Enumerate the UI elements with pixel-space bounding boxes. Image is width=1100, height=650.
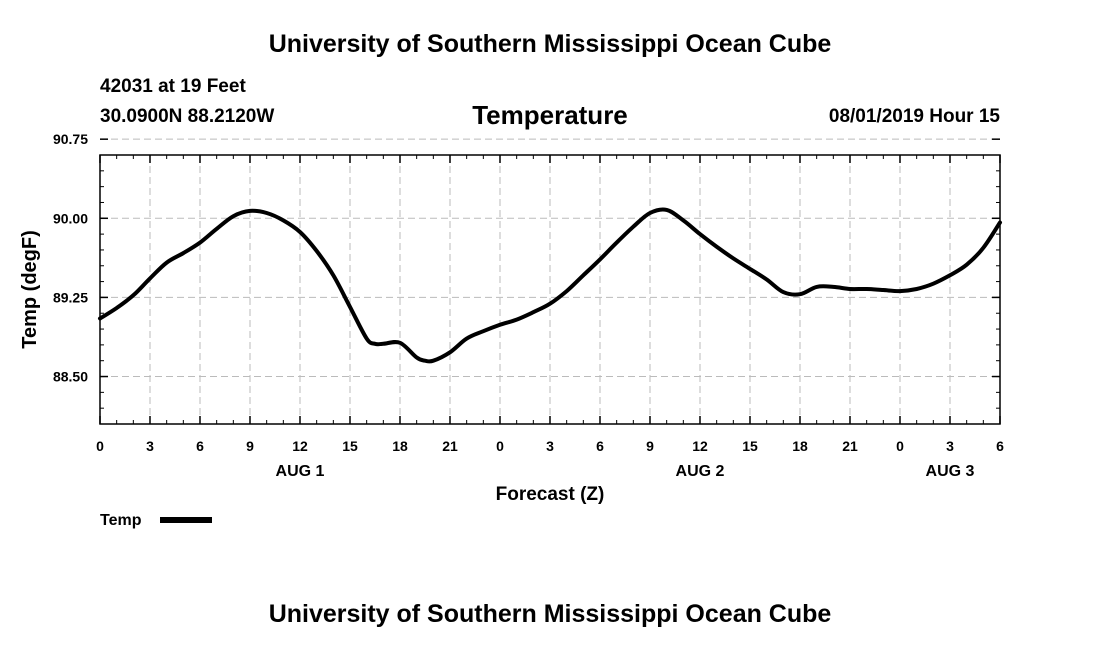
axes: 0 3 6 9 12 15 18 21 0 3 6 9 12 15 18 21 0 3 6 88.50 89.25 90.… (53, 131, 1004, 480)
footer-title: University of Southern Mississippi Ocean… (268, 600, 832, 628)
x-tick-label: 0 (496, 438, 504, 454)
page-title: University of Southern Mississippi Ocean… (268, 30, 832, 58)
x-tick-label: 18 (792, 438, 808, 454)
x-tick-label: 12 (292, 438, 308, 454)
legend-label-temp: Temp (100, 512, 142, 529)
day-label: AUG 1 (276, 463, 325, 480)
x-tick-label: 0 (96, 438, 104, 454)
day-label: AUG 2 (676, 463, 725, 480)
x-tick-label: 21 (842, 438, 858, 454)
y-tick-label: 90.00 (53, 210, 88, 226)
day-label: AUG 3 (926, 463, 975, 480)
x-tick-label: 3 (146, 438, 154, 454)
x-axis-label: Forecast (Z) (496, 484, 605, 505)
x-tick-label: 15 (742, 438, 758, 454)
y-tick-label: 90.75 (53, 131, 88, 147)
x-tick-label: 3 (546, 438, 554, 454)
coordinates-label: 30.0900N 88.2120W (100, 106, 275, 127)
x-tick-label: 3 (946, 438, 954, 454)
x-tick-label: 6 (596, 438, 604, 454)
x-tick-label: 0 (896, 438, 904, 454)
y-axis-label: Temp (degF) (19, 230, 41, 349)
grid (100, 138, 1000, 424)
timestamp-label: 08/01/2019 Hour 15 (828, 106, 1000, 127)
x-tick-label: 12 (692, 438, 708, 454)
station-label: 42031 at 19 Feet (100, 76, 246, 97)
legend: Temp (100, 512, 212, 529)
y-tick-label: 89.25 (53, 289, 88, 305)
x-tick-label: 15 (342, 438, 358, 454)
series-line-temp (98, 207, 1002, 364)
y-tick-label: 88.50 (53, 369, 88, 385)
x-tick-label: 9 (646, 438, 654, 454)
x-tick-label: 21 (442, 438, 458, 454)
x-tick-label: 9 (246, 438, 254, 454)
chart-title: Temperature (472, 100, 628, 130)
plot-frame (99, 154, 1001, 425)
x-tick-label: 18 (392, 438, 408, 454)
x-tick-label: 6 (996, 438, 1004, 454)
x-tick-label: 6 (196, 438, 204, 454)
